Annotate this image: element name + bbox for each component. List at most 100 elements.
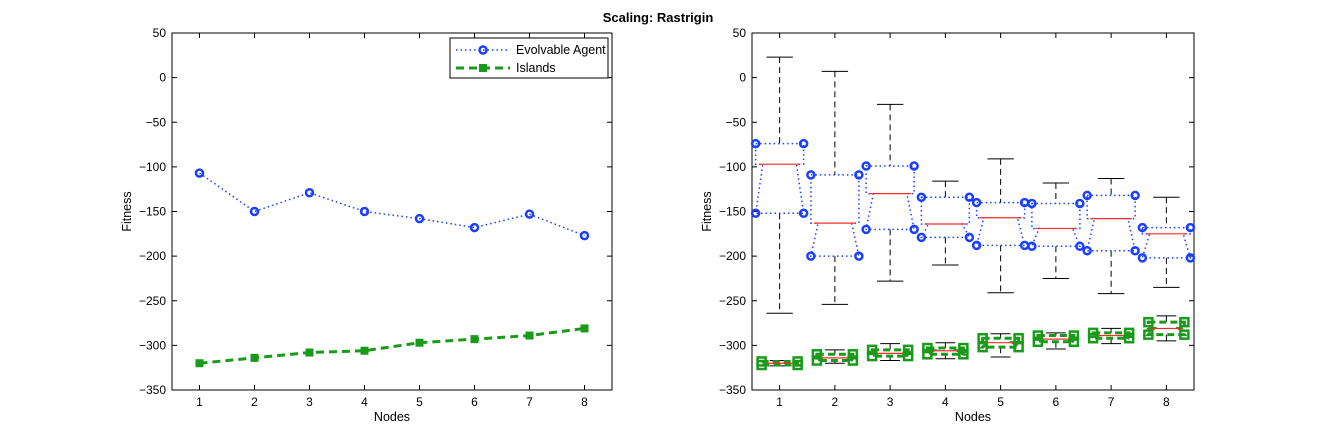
y-tick-label: −100 <box>719 160 746 174</box>
box-marker-agent <box>861 224 871 235</box>
box-marker-agent <box>1082 190 1092 201</box>
y-tick-label: −300 <box>719 338 746 352</box>
box-marker-agent <box>1137 253 1148 263</box>
box-marker-islands <box>1123 332 1135 344</box>
box-marker-islands <box>847 355 859 366</box>
box-outline-agent <box>1141 226 1192 259</box>
box-marker-islands <box>1087 332 1099 344</box>
legend-box <box>449 37 609 79</box>
box-marker-agent <box>1185 253 1196 263</box>
x-axis-label: Nodes <box>374 410 410 424</box>
box-marker-agent <box>861 161 871 171</box>
x-tick-label: 3 <box>887 395 894 409</box>
box-marker-agent <box>750 208 761 219</box>
y-axis-label: Fitness <box>120 191 134 231</box>
box-marker-islands <box>902 350 914 362</box>
box-marker-islands <box>958 349 969 360</box>
box-marker-agent <box>971 240 982 251</box>
figure-title: Scaling: Rastrigin <box>603 10 714 25</box>
box-marker-islands <box>866 344 878 356</box>
legend-agent-marker <box>478 45 488 55</box>
x-tick-label: 2 <box>832 395 839 409</box>
data-point-islands <box>360 346 369 355</box>
box-marker-islands <box>811 355 823 366</box>
x-tick-label: 8 <box>581 395 588 409</box>
box-marker-islands <box>922 342 933 354</box>
box-marker-islands <box>958 342 969 354</box>
box-marker-agent <box>750 138 761 149</box>
data-point-agent <box>359 206 370 217</box>
box-marker-agent <box>1027 241 1037 252</box>
data-point-islands <box>415 338 424 347</box>
data-point-islands <box>580 324 589 333</box>
y-tick-label: −350 <box>139 383 166 397</box>
y-tick-label: −250 <box>139 294 166 308</box>
y-tick-label: −200 <box>719 249 746 263</box>
box-marker-agent <box>1137 222 1148 233</box>
box-marker-agent <box>1027 198 1037 209</box>
x-axis-label: Nodes <box>955 410 991 424</box>
box-marker-islands <box>1143 316 1154 328</box>
x-tick-label: 3 <box>306 395 313 409</box>
y-tick-label: −50 <box>146 115 167 129</box>
legend: Evolvable Agent Islands <box>449 37 609 79</box>
box-marker-islands <box>811 349 823 360</box>
y-tick-label: −300 <box>139 338 166 352</box>
box-marker-agent <box>1185 222 1196 233</box>
y-tick-label: −150 <box>719 205 746 219</box>
box-marker-agent <box>854 170 864 180</box>
box-marker-islands <box>756 359 767 371</box>
box-marker-agent <box>916 232 927 243</box>
x-tick-label: 2 <box>251 395 258 409</box>
left-chart: 50 0 −50 −100 −150 −200 −250 −300 −350 1 2 3 4 5 6 7 8 No… <box>120 26 613 424</box>
x-tick-label: 7 <box>526 395 533 409</box>
x-tick-label: 7 <box>1108 395 1115 409</box>
data-point-agent <box>304 188 315 198</box>
box-marker-islands <box>922 349 933 360</box>
y-tick-label: −50 <box>726 115 747 129</box>
box-marker-agent <box>964 192 975 202</box>
box-marker-islands <box>847 349 859 360</box>
x-tick-label: 1 <box>196 395 203 409</box>
box-marker-islands <box>1032 330 1044 341</box>
box-outline-agent <box>1030 202 1081 248</box>
y-tick-label: −250 <box>719 294 746 308</box>
box-marker-islands <box>1179 329 1190 340</box>
box-marker-agent <box>1130 190 1140 201</box>
box-marker-agent <box>798 138 809 149</box>
x-tick-label: 4 <box>942 395 949 409</box>
box-marker-agent <box>909 224 919 235</box>
box-marker-agent <box>798 208 809 219</box>
x-tick-label: 5 <box>997 395 1004 409</box>
box-outline-agent <box>809 174 860 257</box>
data-point-islands <box>250 353 259 362</box>
y-tick-label: −100 <box>139 160 166 174</box>
x-tick-label: 1 <box>776 395 783 409</box>
y-tick-label: 50 <box>733 26 747 40</box>
box-marker-islands <box>1068 330 1080 341</box>
data-point-islands <box>525 331 534 340</box>
x-tick-label: 8 <box>1163 395 1170 409</box>
x-tick-label: 6 <box>1053 395 1060 409</box>
data-point-agent <box>524 209 535 219</box>
box-marker-islands <box>1087 327 1099 339</box>
box-marker-agent <box>1075 241 1085 252</box>
box-marker-islands <box>1123 327 1135 339</box>
y-tick-label: 50 <box>153 26 167 40</box>
y-tick-label: 0 <box>159 71 166 85</box>
y-tick-label: −350 <box>719 383 746 397</box>
legend-islands-marker <box>479 64 487 72</box>
box-marker-islands <box>1013 341 1024 353</box>
data-point-agent <box>194 168 205 178</box>
box-marker-agent <box>1130 246 1140 256</box>
data-point-agent <box>579 230 590 241</box>
right-chart: 50 0 −50 −100 −150 −200 −250 −300 −350 1 2 3 4 5 6 7 8 No… <box>700 26 1196 424</box>
box-marker-islands <box>1179 316 1190 328</box>
box-marker-agent <box>806 251 816 261</box>
box-outline-agent <box>975 201 1026 247</box>
series-line-agent <box>199 172 585 237</box>
data-point-agent <box>469 222 480 233</box>
axes-frame <box>171 32 613 391</box>
box-marker-islands <box>792 359 803 371</box>
